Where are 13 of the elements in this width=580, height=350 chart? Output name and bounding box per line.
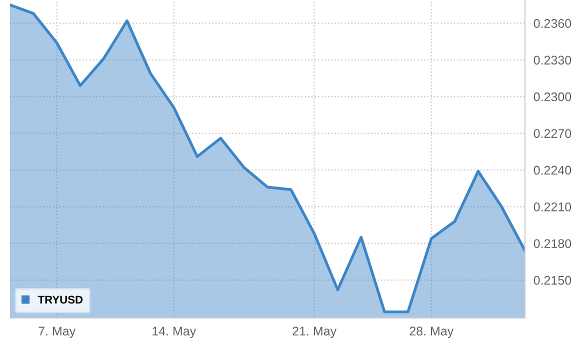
x-tick-label: 7. May xyxy=(38,326,76,338)
y-tick-label: 0.2330 xyxy=(534,56,572,65)
y-tick-label: 0.2210 xyxy=(534,202,572,212)
legend-label: TRYUSD xyxy=(38,296,83,304)
y-tick-label: 0.2180 xyxy=(534,239,572,248)
y-tick-label: 0.2300 xyxy=(534,92,572,102)
x-tick-label: 14. May xyxy=(152,326,196,338)
x-tick-label: 21. May xyxy=(292,326,337,338)
y-tick-label: 0.2240 xyxy=(534,166,572,175)
y-tick-label: 0.2360 xyxy=(534,19,572,28)
y-tick-label: 0.2270 xyxy=(534,129,572,138)
y-tick-label: 0.2150 xyxy=(534,276,572,285)
x-tick-label: 28. May xyxy=(410,326,454,338)
